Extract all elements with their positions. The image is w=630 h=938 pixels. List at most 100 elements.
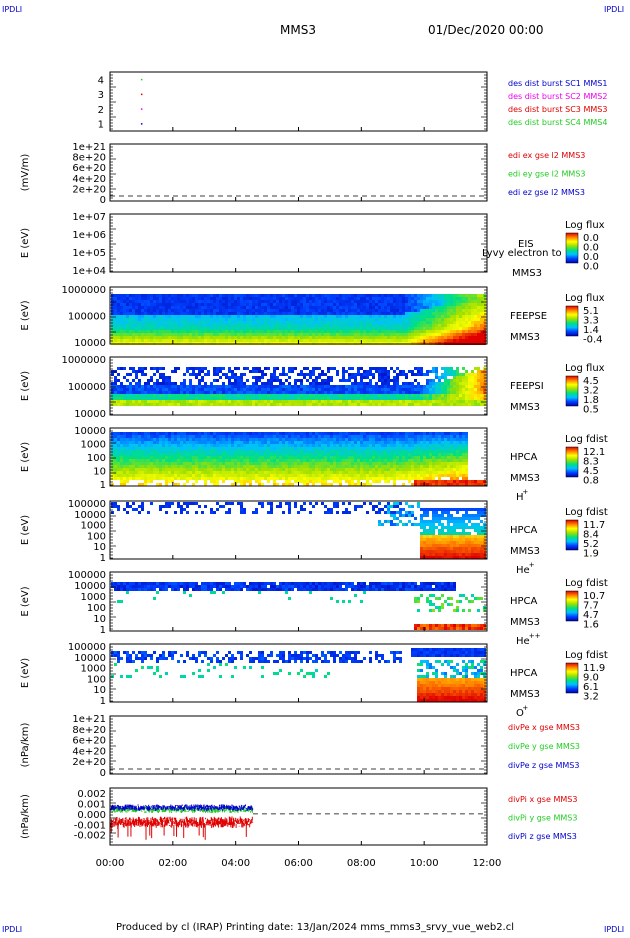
feepsi-cell	[399, 397, 402, 400]
hpca_h-cell	[126, 435, 129, 438]
feepsi-cell	[276, 403, 279, 406]
corner-label-tl: IPDLI	[2, 5, 22, 14]
feepsi-cell	[372, 403, 375, 406]
hpca_h-cell	[303, 441, 306, 444]
feepse-cell	[135, 321, 138, 324]
hpca_h-cell	[303, 432, 306, 435]
feepse-cell	[285, 339, 288, 342]
hpca_h-cell	[144, 471, 147, 474]
feepsi-cell	[165, 400, 168, 403]
feepsi-cell	[138, 388, 141, 391]
feepse-cell	[138, 312, 141, 315]
feepse-cell	[114, 294, 117, 297]
feepse-cell	[411, 327, 414, 330]
feepse-cell	[180, 336, 183, 339]
feepse-cell	[360, 297, 363, 300]
hpca_h-cell	[249, 468, 252, 471]
feepse-cell	[120, 336, 123, 339]
feepse-cell	[117, 330, 120, 333]
feepsi-ytick-label: 10000	[74, 409, 106, 420]
feepsi-cell	[378, 388, 381, 391]
feepse-cell	[246, 327, 249, 330]
feepse-cell	[447, 300, 450, 303]
feepsi-cell	[345, 385, 348, 388]
feepsi-cell	[129, 403, 132, 406]
edi-frame	[110, 144, 487, 201]
feepsi-cell	[441, 382, 444, 385]
feepse-cell	[348, 339, 351, 342]
feepsi-cell	[117, 385, 120, 388]
feepsi-cell	[123, 391, 126, 394]
feepse-cell	[165, 333, 168, 336]
feepse-cell	[144, 318, 147, 321]
feepse-cell	[387, 339, 390, 342]
feepse-cell	[186, 315, 189, 318]
feepsi-cell	[447, 385, 450, 388]
feepsi-cell	[381, 391, 384, 394]
feepse-cell	[225, 306, 228, 309]
feepsi-cell	[423, 391, 426, 394]
feepsi-cell	[255, 379, 258, 382]
feepse-cell	[252, 294, 255, 297]
feepsi-cell	[384, 370, 387, 373]
feepse-cell	[369, 336, 372, 339]
hpca_h-cell	[123, 441, 126, 444]
feepse-cell	[435, 318, 438, 321]
feepsi-cell	[189, 382, 192, 385]
feepse-cell	[426, 306, 429, 309]
feepsi-cell	[372, 376, 375, 379]
feepse-cell	[381, 309, 384, 312]
feepsi-cell	[237, 385, 240, 388]
hpca_h-cell	[225, 447, 228, 450]
feepsi-cell	[393, 391, 396, 394]
feepse-cell	[270, 306, 273, 309]
feepsi-cell	[387, 403, 390, 406]
feepse-cell	[288, 315, 291, 318]
feepse-cell	[363, 339, 366, 342]
feepsi-cell	[444, 394, 447, 397]
hpca_h-cell	[267, 474, 270, 477]
hpca_h-cell	[318, 456, 321, 459]
feepse-cell	[375, 333, 378, 336]
feepse-cell	[129, 318, 132, 321]
hpca_h-cell	[135, 471, 138, 474]
hpca_h-cell	[285, 441, 288, 444]
hpca_h-cell	[270, 441, 273, 444]
hpca_h-cell	[261, 438, 264, 441]
feepsi-cell	[378, 373, 381, 376]
feepsi-cell	[156, 367, 159, 370]
hpca_h-cell	[186, 447, 189, 450]
feepsi-cell	[402, 370, 405, 373]
feepsi-cell	[408, 382, 411, 385]
feepse-cell	[258, 333, 261, 336]
hpca_h-cell	[222, 438, 225, 441]
feepsi-cell	[357, 367, 360, 370]
hpca_h-cell	[306, 477, 309, 480]
feepse-cell	[249, 303, 252, 306]
hpca_h-cell	[153, 450, 156, 453]
feepsi-cell	[117, 367, 120, 370]
feepsi-cell	[273, 379, 276, 382]
feepse-cell	[363, 324, 366, 327]
hpca_h-cell	[234, 438, 237, 441]
hpca_h-cell	[270, 465, 273, 468]
feepsi-cell	[219, 397, 222, 400]
feepsi-cell	[192, 388, 195, 391]
hpca_h-cell	[129, 441, 132, 444]
feepse-cell	[204, 330, 207, 333]
feepse-cell	[378, 294, 381, 297]
feepse-cell	[366, 303, 369, 306]
feepse-cell	[456, 318, 459, 321]
hpca_h-cell	[300, 450, 303, 453]
feepse-cell	[369, 309, 372, 312]
feepse-cell	[228, 300, 231, 303]
feepse-cell	[309, 336, 312, 339]
feepsi-cell	[186, 391, 189, 394]
feepsi-cell	[315, 400, 318, 403]
feepsi-cell	[369, 382, 372, 385]
feepsi-cell	[141, 373, 144, 376]
feepse-cell	[306, 324, 309, 327]
feepse-cell	[429, 306, 432, 309]
feepse-cell	[255, 315, 258, 318]
feepse-cell	[360, 324, 363, 327]
